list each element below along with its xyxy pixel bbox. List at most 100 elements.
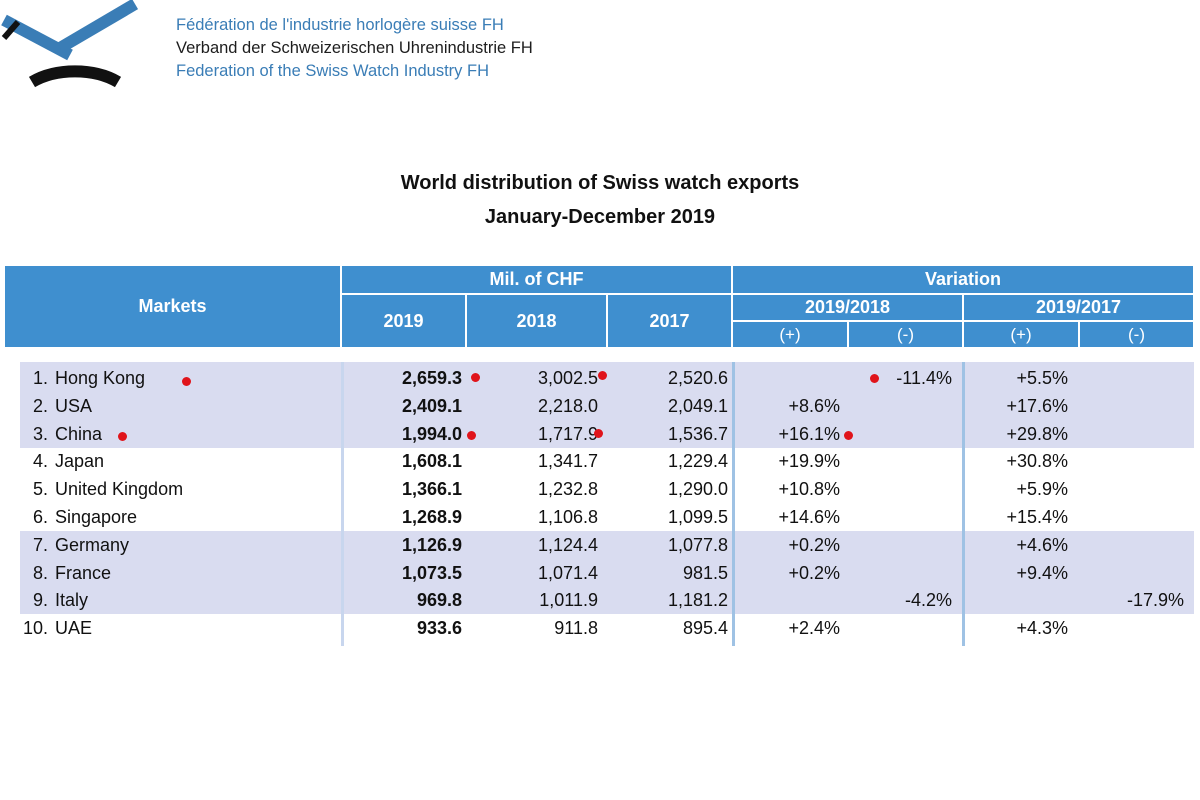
var-2019-2018-minus [862,475,952,503]
var-2019-2018-plus: +14.6% [778,507,840,527]
value-2017: 2,049.1 [667,395,728,416]
var-2019-2017-minus [1080,531,1184,559]
var-2019-2018-plus: +0.2% [788,534,840,555]
var-2019-2018-minus [862,614,952,642]
column-divider [341,362,344,646]
rank-number: 4. [32,451,48,472]
value-2018: 1,341.7 [537,451,598,472]
market-name: Japan [55,451,105,472]
var-2019-2017-minus [1080,447,1184,475]
var-2019-2017-plus: +5.5% [1016,368,1068,388]
value-2018: 1,232.8 [537,479,598,500]
var-2019-2018-minus [862,420,952,448]
rank-number: 1. [32,368,48,388]
organization-names: Fédération de l'industrie horlogère suis… [176,14,533,83]
red-marker-icon [594,429,603,438]
header-markets: Markets [5,266,340,347]
var-2019-2017-plus: +4.6% [1016,534,1068,555]
value-2019: 1,994.0 [401,423,462,444]
var-2019-2017-plus: +30.8% [1006,451,1068,472]
value-2017: 1,181.2 [667,590,728,611]
red-marker-icon [870,374,879,383]
value-2019: 969.8 [416,590,462,611]
value-2017: 2,520.6 [667,368,728,388]
red-marker-icon [844,431,853,440]
var-2019-2017-plus: +29.8% [1006,423,1068,444]
value-2018: 1,071.4 [537,562,598,583]
red-marker-icon [598,371,607,380]
value-2017: 1,290.0 [667,479,728,500]
var-2019-2018-plus [740,586,840,614]
value-2017: 1,229.4 [667,451,728,472]
rank-number: 8. [32,562,48,583]
value-2018: 1,106.8 [537,507,598,527]
var-2019-2018-minus [862,392,952,420]
row-band-top [20,362,1194,448]
value-2019: 2,409.1 [401,395,462,416]
rank-number: 2. [32,395,48,416]
var-2019-2018-minus [862,503,952,531]
fh-logo-icon [1,0,139,88]
market-name: USA [55,395,93,416]
var-2019-2018-plus: +8.6% [788,395,840,416]
var-2019-2018-plus: +0.2% [788,562,840,583]
market-name: UAE [55,618,93,639]
var-2019-2017-minus [1080,559,1184,587]
header-mil-chf: Mil. of CHF [342,266,731,293]
value-2017: 981.5 [682,562,728,583]
var-2019-2017-minus [1080,364,1184,392]
rank-number: 10. [22,618,48,639]
var-2019-2017-plus: +5.9% [1016,479,1068,500]
var-2019-2018-minus [862,559,952,587]
org-name-fr: Fédération de l'industrie horlogère suis… [176,16,504,34]
header-2017: 2017 [608,295,731,347]
value-2019: 1,073.5 [401,562,462,583]
value-2018: 1,717.9 [537,423,598,444]
header-plus-1917: (+) [964,322,1078,347]
header-var-2019-2018: 2019/2018 [733,295,962,320]
market-name: China [55,423,103,444]
market-name: Hong Kong [55,368,146,388]
var-2019-2017-minus [1080,475,1184,503]
rank-number: 6. [32,507,48,527]
var-2019-2017-plus: +4.3% [1016,618,1068,639]
var-2019-2018-minus: -11.4% [896,368,952,388]
var-2019-2017-plus: +17.6% [1006,395,1068,416]
var-2019-2017-minus [1080,614,1184,642]
market-name: Germany [55,534,130,555]
var-2019-2018-plus: +19.9% [778,451,840,472]
column-divider [732,362,735,646]
var-2019-2018-minus [862,447,952,475]
var-2019-2018-plus [740,364,840,392]
var-2019-2017-minus [1080,392,1184,420]
header-var-2019-2017: 2019/2017 [964,295,1193,320]
org-name-en: Federation of the Swiss Watch Industry F… [176,62,490,80]
var-2019-2017-plus [965,586,1068,614]
header-2019: 2019 [342,295,465,347]
var-2019-2018-plus: +2.4% [788,618,840,639]
value-2019: 1,268.9 [401,507,462,527]
value-2018: 911.8 [554,618,598,639]
value-2018: 3,002.5 [537,368,598,388]
header-variation: Variation [733,266,1193,293]
red-marker-icon [182,377,191,386]
header-minus-1918: (-) [849,322,962,347]
rank-number: 3. [32,423,48,444]
var-2019-2017-minus: -17.9% [1126,590,1184,611]
value-2018: 1,011.9 [539,590,598,611]
rank-number: 9. [32,590,48,611]
red-marker-icon [118,432,127,441]
red-marker-icon [467,431,476,440]
value-2019: 1,366.1 [401,479,462,500]
value-2019: 1,608.1 [401,451,462,472]
var-2019-2018-plus: +10.8% [778,479,840,500]
var-2019-2017-minus [1080,503,1184,531]
var-2019-2018-plus: +16.1% [778,423,840,444]
value-2017: 1,077.8 [667,534,728,555]
header-minus-1917: (-) [1080,322,1193,347]
var-2019-2017-plus: +15.4% [1006,507,1068,527]
value-2018: 2,218.0 [537,395,598,416]
market-name: Italy [55,590,89,611]
header-2018: 2018 [467,295,606,347]
var-2019-2017-minus [1080,420,1184,448]
